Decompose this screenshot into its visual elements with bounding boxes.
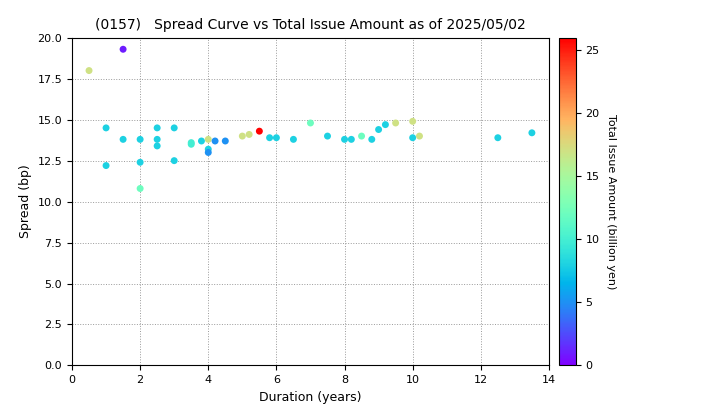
Point bbox=[135, 185, 146, 192]
Point bbox=[390, 120, 401, 126]
Point bbox=[196, 138, 207, 144]
Point bbox=[366, 136, 377, 143]
Point bbox=[271, 134, 282, 141]
Point bbox=[526, 129, 538, 136]
Point bbox=[407, 134, 418, 141]
Point bbox=[100, 124, 112, 131]
Point bbox=[202, 146, 214, 152]
Point bbox=[253, 128, 265, 134]
Point bbox=[202, 136, 214, 143]
Point bbox=[414, 133, 426, 139]
Point bbox=[117, 136, 129, 143]
Y-axis label: Spread (bp): Spread (bp) bbox=[19, 165, 32, 239]
Point bbox=[407, 118, 418, 125]
X-axis label: Duration (years): Duration (years) bbox=[259, 391, 361, 404]
Point bbox=[288, 136, 300, 143]
Point bbox=[151, 124, 163, 131]
Point bbox=[151, 136, 163, 143]
Point bbox=[210, 138, 221, 144]
Point bbox=[202, 149, 214, 156]
Point bbox=[339, 136, 351, 143]
Point bbox=[264, 134, 275, 141]
Point bbox=[305, 120, 316, 126]
Y-axis label: Total Issue Amount (billion yen): Total Issue Amount (billion yen) bbox=[606, 114, 616, 289]
Point bbox=[379, 121, 391, 128]
Point bbox=[346, 136, 357, 143]
Point bbox=[237, 133, 248, 139]
Point bbox=[186, 141, 197, 147]
Point bbox=[322, 133, 333, 139]
Point bbox=[220, 138, 231, 144]
Point bbox=[243, 131, 255, 138]
Point bbox=[151, 142, 163, 149]
Title: (0157)   Spread Curve vs Total Issue Amount as of 2025/05/02: (0157) Spread Curve vs Total Issue Amoun… bbox=[95, 18, 526, 32]
Point bbox=[168, 124, 180, 131]
Point bbox=[135, 136, 146, 143]
Point bbox=[373, 126, 384, 133]
Point bbox=[492, 134, 503, 141]
Point bbox=[186, 139, 197, 146]
Point bbox=[168, 157, 180, 164]
Point bbox=[356, 133, 367, 139]
Point bbox=[135, 159, 146, 165]
Point bbox=[117, 46, 129, 52]
Point bbox=[84, 67, 95, 74]
Point bbox=[100, 162, 112, 169]
